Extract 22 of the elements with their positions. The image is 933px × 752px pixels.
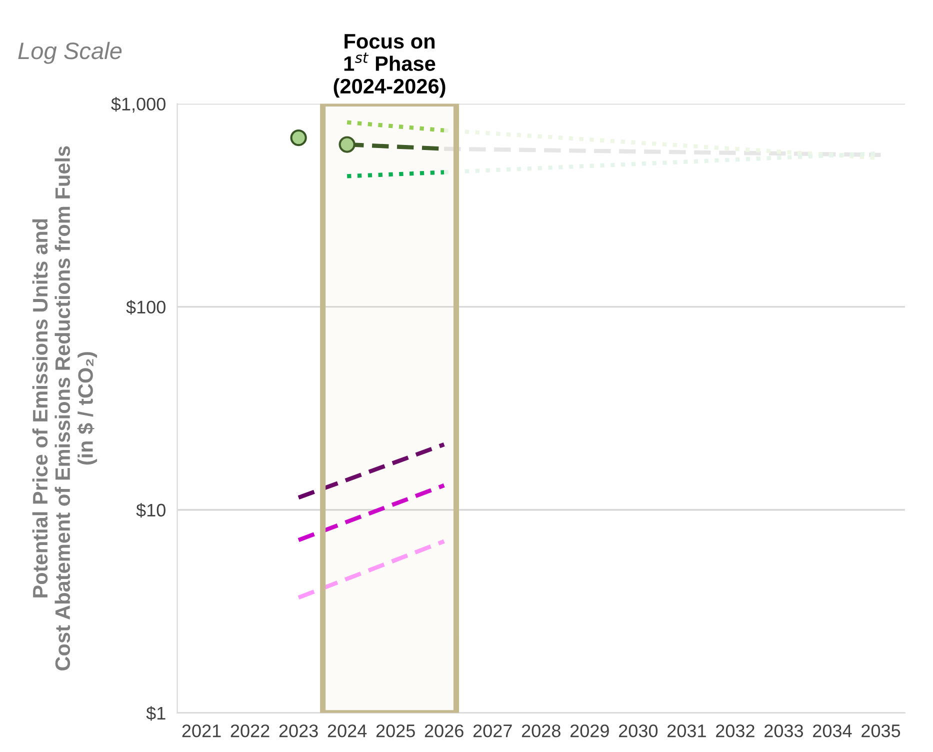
x-tick-label: 2027: [473, 724, 512, 738]
y-tick-label: $100: [126, 300, 166, 315]
text: Log Scale: [18, 42, 122, 64]
y-tick-label: $1,000: [111, 96, 166, 113]
x-tick-label: 2031: [668, 724, 706, 738]
x-tick-label: 2024: [328, 724, 367, 738]
y-axis-title: Potential Price of Emissions Units and Cost Abatement of Emissions Reductions from Fuels (in $ / tCO₂): [32, 146, 98, 670]
y-tick-label: $1: [146, 706, 166, 721]
x-tick-label: 2033: [764, 724, 804, 738]
x-tick-label: 2021: [182, 724, 221, 738]
y-tick-label: $10: [136, 503, 166, 518]
x-tick-label: 2023: [279, 724, 318, 738]
x-tick-label: 2029: [570, 724, 609, 738]
x-tick-label: 2030: [619, 724, 658, 738]
x-tick-label: 2032: [716, 724, 754, 738]
x-tick-label: 2035: [862, 724, 900, 738]
band-label: Focus on 1$^{st}$ Phase (2024-2026): [334, 34, 446, 98]
x-tick-label: 2028: [522, 724, 560, 738]
x-tick-label: 2026: [424, 724, 464, 738]
x-tick-label: 2022: [230, 724, 270, 738]
x-tick-label: 2034: [813, 724, 852, 738]
x-tick-label: 2025: [376, 724, 415, 738]
